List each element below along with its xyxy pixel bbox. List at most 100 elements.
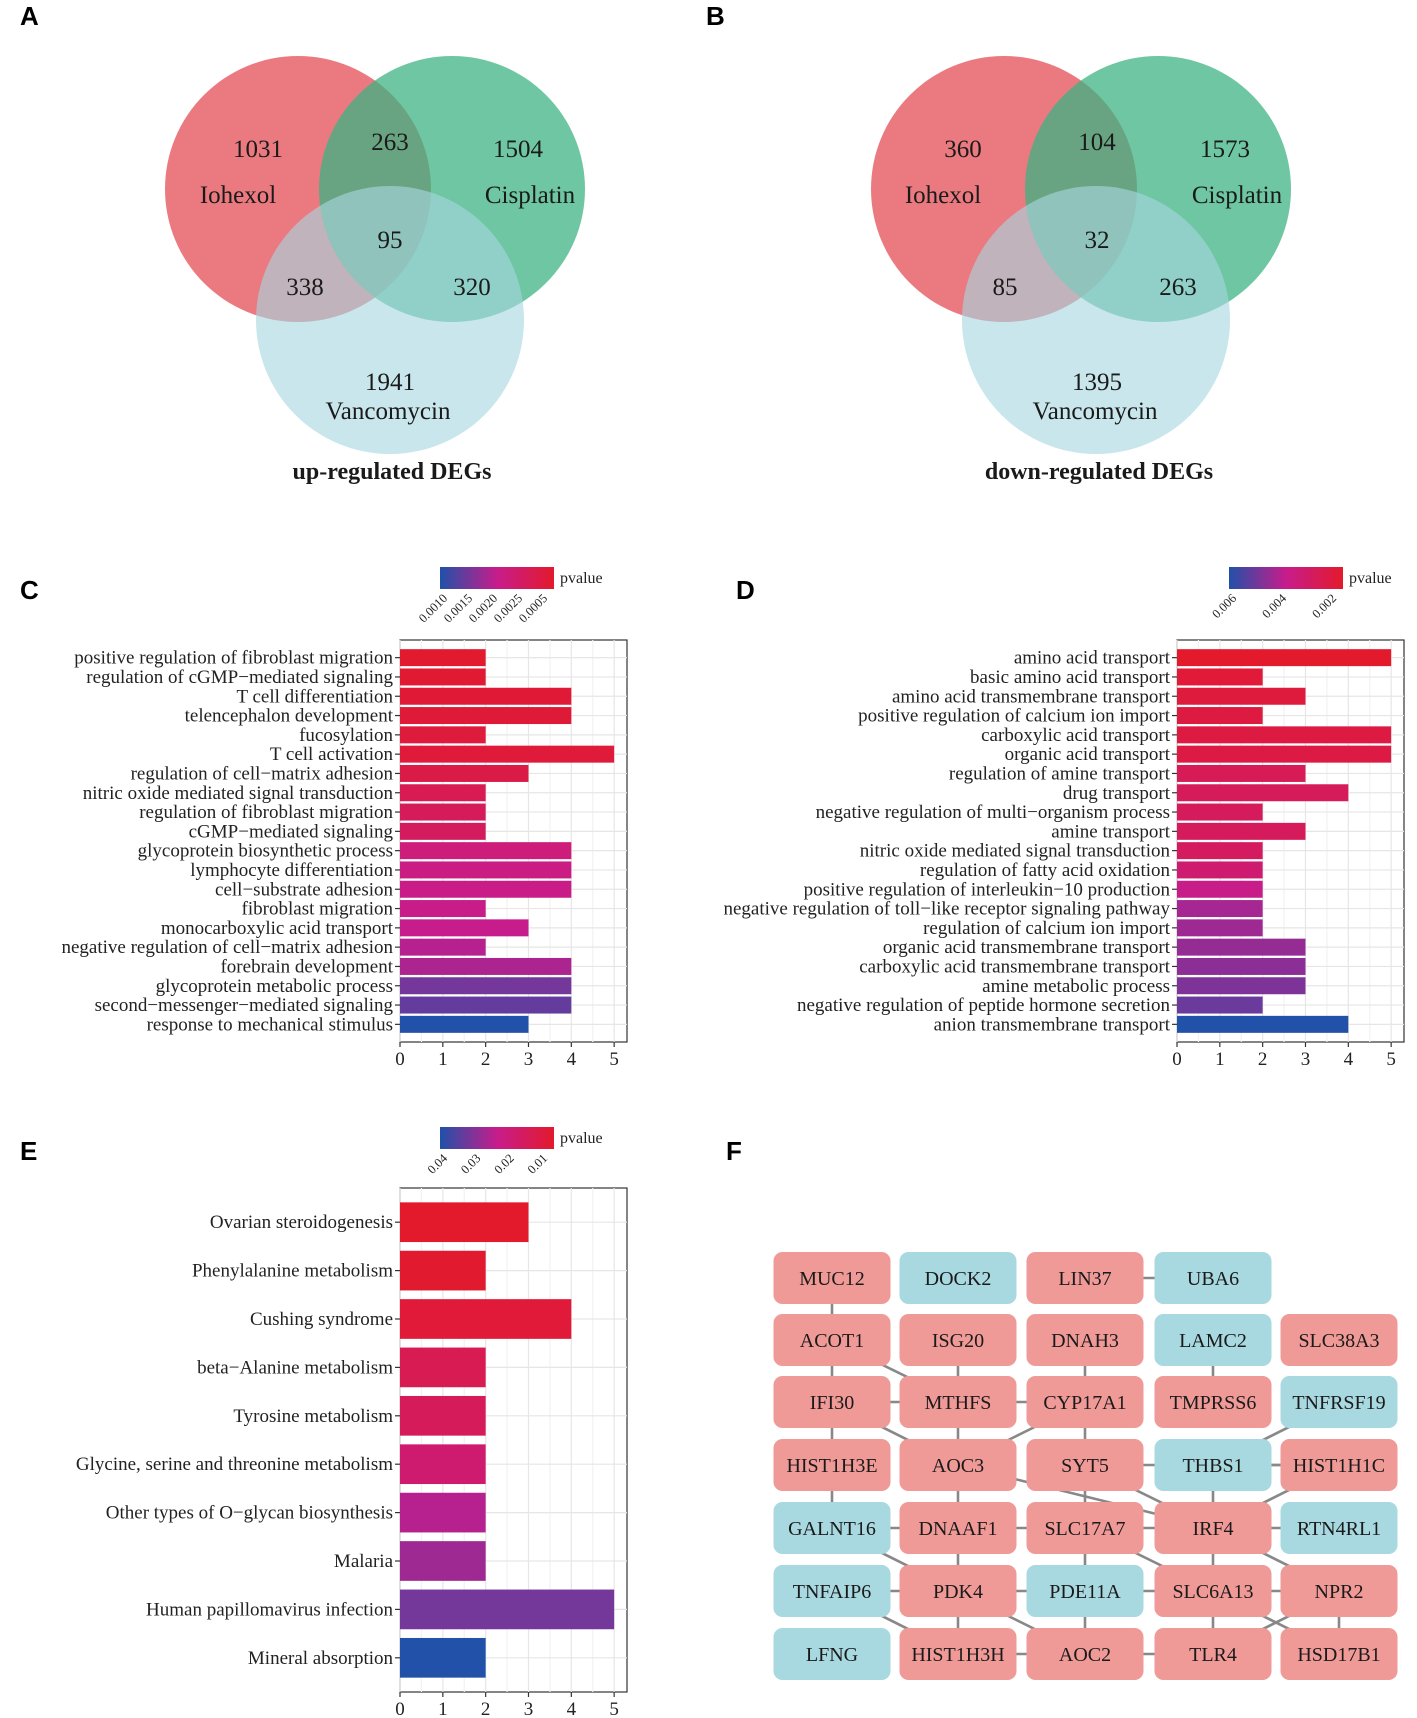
network-node-label: HIST1H3H xyxy=(911,1644,1004,1666)
bar xyxy=(400,1015,529,1033)
network-node-label: TMPRSS6 xyxy=(1170,1392,1257,1414)
network-node-label: ACOT1 xyxy=(800,1330,864,1352)
category-label: Other types of O−glycan biosynthesis xyxy=(106,1503,393,1524)
pvalue-legend-tick: 0.004 xyxy=(1259,591,1289,621)
network-node-label: SYT5 xyxy=(1061,1455,1109,1477)
category-label: carboxylic acid transport xyxy=(981,725,1171,746)
venn-diagram-up: 1031 Iohexol 263 1504 Cisplatin 95 338 3… xyxy=(165,56,585,485)
network-node-label: DNAAF1 xyxy=(919,1518,998,1540)
category-label: anion transmembrane transport xyxy=(934,1014,1171,1035)
x-tick-label: 5 xyxy=(609,1049,619,1070)
network-node: PDK4 xyxy=(899,1565,1017,1617)
network-node-box xyxy=(899,1628,1017,1680)
category-label: forebrain development xyxy=(220,956,393,977)
venn-count-cisplatin-only: 1573 xyxy=(1200,136,1250,163)
bar xyxy=(400,957,572,975)
bar xyxy=(400,803,486,821)
pvalue-legend-title: pvalue xyxy=(1349,570,1392,587)
x-tick-label: 0 xyxy=(395,1699,405,1718)
venn-set-label-iohexol: Iohexol xyxy=(905,182,981,209)
network-node-label: PDE11A xyxy=(1049,1581,1121,1603)
panel-label-a: A xyxy=(20,1,39,31)
bar xyxy=(400,1202,529,1243)
network-node-label: AOC3 xyxy=(932,1455,984,1477)
category-label: organic acid transmembrane transport xyxy=(883,937,1171,958)
x-tick-label: 0 xyxy=(1172,1049,1182,1070)
network-node-label: THBS1 xyxy=(1182,1455,1243,1477)
pvalue-legend-tick: 0.04 xyxy=(425,1151,451,1177)
bar xyxy=(400,1299,572,1339)
network-node-box xyxy=(773,1628,891,1680)
pvalue-legend-tick: 0.002 xyxy=(1309,591,1339,621)
network-node: IRF4 xyxy=(1154,1502,1272,1554)
go-enrichment-chart-d: pvalue 0.006 0.004 0.002 amino acid transpor… xyxy=(723,567,1405,1070)
bar xyxy=(1177,996,1263,1014)
network-node-box xyxy=(899,1314,1017,1366)
network-node-label: AOC2 xyxy=(1059,1644,1111,1666)
category-label: telencephalon development xyxy=(185,706,394,727)
bar xyxy=(400,861,572,879)
network-node-box xyxy=(899,1376,1017,1428)
network-node-box xyxy=(773,1439,891,1491)
bar xyxy=(400,745,615,763)
network-node-box xyxy=(1280,1314,1398,1366)
network-node-box xyxy=(1154,1502,1272,1554)
category-label: T cell activation xyxy=(270,744,394,765)
network-node: SYT5 xyxy=(1026,1439,1144,1491)
bar xyxy=(1177,1015,1349,1033)
bar xyxy=(400,1637,486,1678)
bar xyxy=(1177,707,1263,725)
network-node-label: TNFAIP6 xyxy=(793,1581,872,1603)
network-node: TNFRSF19 xyxy=(1280,1376,1398,1428)
network-node: DNAH3 xyxy=(1026,1314,1144,1366)
x-tick-label: 2 xyxy=(1258,1049,1268,1070)
bar xyxy=(1177,957,1306,975)
category-label: organic acid transport xyxy=(1005,744,1171,765)
network-node-label: TNFRSF19 xyxy=(1292,1392,1385,1414)
x-tick-label: 3 xyxy=(524,1699,534,1718)
bar xyxy=(400,842,572,860)
network-node: HSD17B1 xyxy=(1280,1628,1398,1680)
category-label: drug transport xyxy=(1063,783,1171,804)
bar xyxy=(400,1492,486,1533)
network-node-box xyxy=(1026,1502,1144,1554)
network-node: LIN37 xyxy=(1026,1252,1144,1304)
network-node: TLR4 xyxy=(1154,1628,1272,1680)
bar xyxy=(1177,764,1306,782)
network-node-box xyxy=(1026,1565,1144,1617)
category-label: regulation of fibroblast migration xyxy=(139,802,393,823)
x-tick-label: 4 xyxy=(567,1049,577,1070)
venn-circle-vancomycin xyxy=(256,186,524,454)
category-label: Cushing syndrome xyxy=(250,1309,393,1330)
category-label: amine transport xyxy=(1051,821,1170,842)
network-node-box xyxy=(1280,1565,1398,1617)
network-node-box xyxy=(1280,1376,1398,1428)
bar xyxy=(1177,803,1263,821)
network-node-label: SLC17A7 xyxy=(1044,1518,1125,1540)
category-label: Malaria xyxy=(334,1551,394,1572)
bar xyxy=(400,1395,486,1436)
category-label: Phenylalanine metabolism xyxy=(192,1261,393,1282)
bar xyxy=(1177,880,1263,898)
go-enrichment-chart-c: pvalue0.00100.00150.00200.00250.0005posi… xyxy=(62,567,628,1070)
category-label: response to mechanical stimulus xyxy=(147,1014,393,1035)
network-node: MTHFS xyxy=(899,1376,1017,1428)
pvalue-legend-tick: 0.03 xyxy=(458,1151,483,1176)
venn-count-iohexol-cisplatin: 263 xyxy=(371,129,409,156)
pvalue-legend-tick: 0.006 xyxy=(1209,591,1239,621)
network-node-label: PDK4 xyxy=(933,1581,983,1603)
category-label: Ovarian steroidogenesis xyxy=(210,1212,393,1233)
category-label: lymphocyte differentiation xyxy=(190,860,393,881)
x-tick-label: 4 xyxy=(1344,1049,1354,1070)
venn-count-all: 32 xyxy=(1085,227,1110,254)
venn-set-label-cisplatin: Cisplatin xyxy=(485,182,576,209)
pvalue-legend-title: pvalue xyxy=(560,570,603,587)
bar xyxy=(400,764,529,782)
category-label: nitric oxide mediated signal transductio… xyxy=(83,783,394,804)
venn-count-iohexol-vancomycin: 85 xyxy=(993,274,1018,301)
network-node-box xyxy=(1154,1252,1272,1304)
network-node-box xyxy=(773,1314,891,1366)
panel-label-f: F xyxy=(726,1136,742,1166)
network-node-box xyxy=(773,1565,891,1617)
bar xyxy=(1177,900,1263,918)
